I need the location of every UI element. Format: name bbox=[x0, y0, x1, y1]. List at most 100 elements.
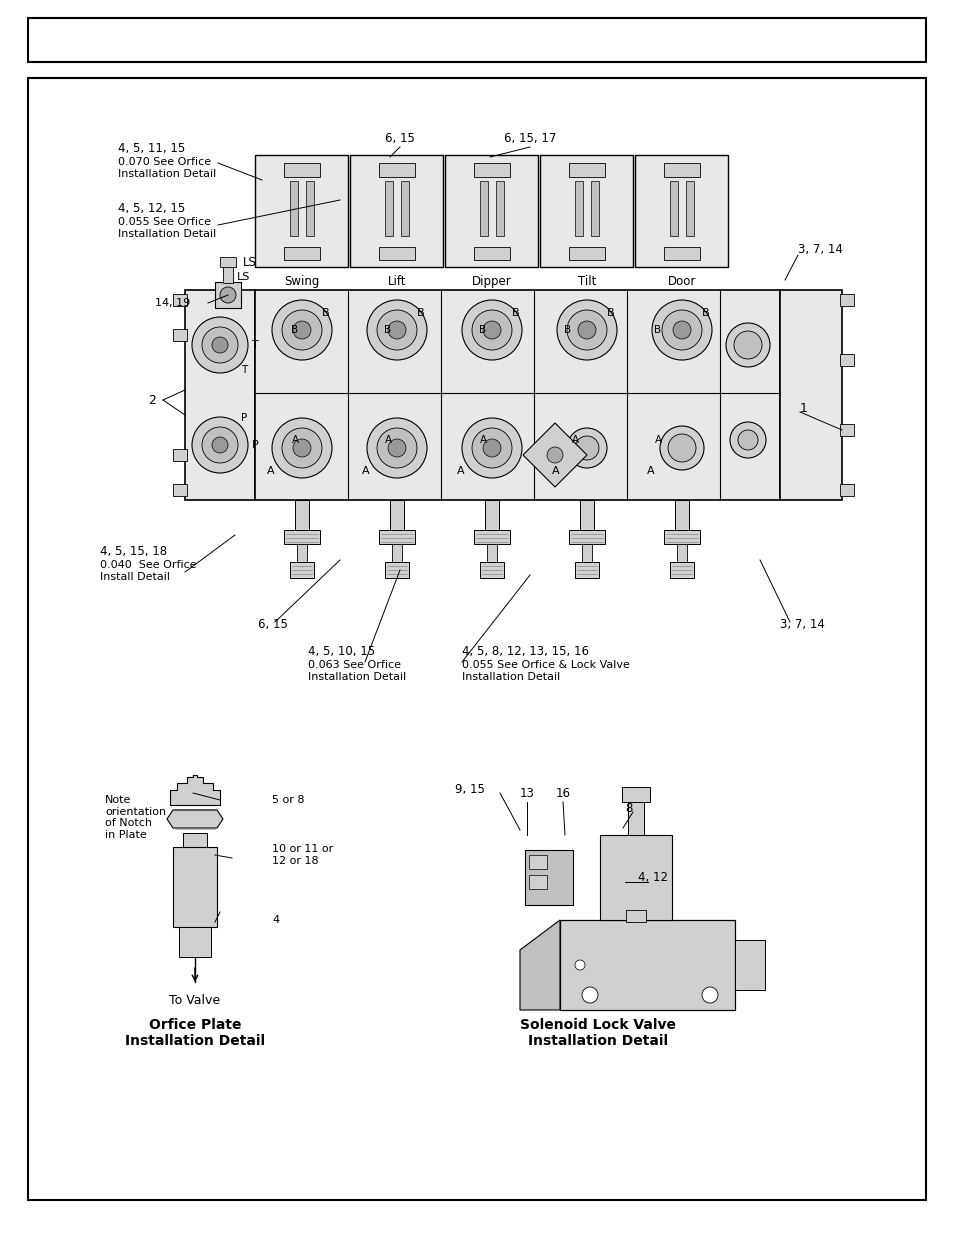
Circle shape bbox=[729, 422, 765, 458]
Circle shape bbox=[282, 429, 322, 468]
Text: A: A bbox=[552, 466, 559, 475]
Bar bbox=[214, 282, 241, 308]
Text: Door: Door bbox=[667, 275, 696, 288]
Circle shape bbox=[388, 321, 406, 338]
Text: 10 or 11 or
12 or 18: 10 or 11 or 12 or 18 bbox=[272, 845, 333, 866]
Bar bbox=[663, 163, 700, 177]
Text: B: B bbox=[564, 325, 571, 335]
Circle shape bbox=[566, 310, 606, 350]
Bar bbox=[524, 850, 573, 905]
Bar bbox=[599, 835, 671, 920]
Bar bbox=[621, 787, 649, 802]
Text: 6, 15: 6, 15 bbox=[385, 132, 415, 144]
Bar bbox=[474, 247, 510, 261]
Circle shape bbox=[220, 287, 235, 303]
Text: T: T bbox=[252, 340, 258, 350]
Bar bbox=[474, 163, 510, 177]
Text: 5 or 8: 5 or 8 bbox=[272, 795, 304, 805]
Text: LS: LS bbox=[243, 257, 256, 269]
Text: 4, 5, 10, 15: 4, 5, 10, 15 bbox=[308, 645, 375, 658]
Text: B: B bbox=[322, 308, 330, 317]
Circle shape bbox=[282, 310, 322, 350]
Bar bbox=[635, 156, 728, 267]
Bar bbox=[474, 530, 510, 543]
Text: Tilt: Tilt bbox=[578, 275, 596, 288]
Bar bbox=[400, 182, 409, 236]
Bar bbox=[669, 182, 678, 236]
Text: P: P bbox=[252, 440, 258, 450]
Bar bbox=[284, 530, 319, 543]
Text: 6, 15: 6, 15 bbox=[257, 618, 288, 631]
Polygon shape bbox=[167, 810, 223, 827]
Bar bbox=[390, 500, 403, 530]
Bar bbox=[840, 424, 853, 436]
Circle shape bbox=[212, 437, 228, 453]
Circle shape bbox=[212, 337, 228, 353]
Text: P: P bbox=[240, 412, 247, 424]
Text: 0.055 See Orfice
Installation Detail: 0.055 See Orfice Installation Detail bbox=[118, 217, 216, 238]
Bar bbox=[734, 940, 764, 990]
Text: A: A bbox=[479, 435, 486, 445]
Bar bbox=[840, 484, 853, 496]
Bar bbox=[590, 182, 598, 236]
Text: A: A bbox=[361, 466, 369, 475]
Circle shape bbox=[725, 324, 769, 367]
Circle shape bbox=[578, 321, 596, 338]
Text: 4, 12: 4, 12 bbox=[638, 872, 667, 884]
Bar bbox=[378, 530, 415, 543]
Bar bbox=[385, 562, 409, 578]
Bar bbox=[581, 543, 592, 562]
Text: 13: 13 bbox=[519, 787, 534, 800]
Bar bbox=[486, 543, 497, 562]
Bar bbox=[529, 876, 546, 889]
Bar bbox=[172, 329, 187, 341]
Text: Lift: Lift bbox=[387, 275, 406, 288]
Bar bbox=[183, 832, 207, 847]
Circle shape bbox=[672, 321, 690, 338]
Circle shape bbox=[575, 436, 598, 459]
Text: B: B bbox=[512, 308, 519, 317]
Bar bbox=[385, 182, 393, 236]
Bar bbox=[559, 920, 734, 1010]
Circle shape bbox=[566, 429, 606, 468]
Bar bbox=[172, 484, 187, 496]
Text: B: B bbox=[479, 325, 486, 335]
Bar bbox=[220, 257, 235, 267]
Circle shape bbox=[472, 310, 512, 350]
Bar bbox=[254, 290, 780, 500]
Text: B: B bbox=[291, 325, 298, 335]
Text: 4: 4 bbox=[272, 915, 279, 925]
Bar bbox=[529, 855, 546, 869]
Circle shape bbox=[482, 321, 500, 338]
Bar bbox=[172, 294, 187, 306]
Polygon shape bbox=[519, 920, 559, 1010]
Text: 3, 7, 14: 3, 7, 14 bbox=[797, 243, 842, 257]
Circle shape bbox=[293, 321, 311, 338]
Text: Note
orientation
of Notch
in Plate: Note orientation of Notch in Plate bbox=[105, 795, 166, 840]
Bar bbox=[378, 163, 415, 177]
Text: To Valve: To Valve bbox=[170, 993, 220, 1007]
Text: 9, 15: 9, 15 bbox=[455, 783, 484, 797]
Bar bbox=[663, 530, 700, 543]
Circle shape bbox=[661, 310, 701, 350]
Bar bbox=[496, 182, 503, 236]
Text: 0.055 See Orfice & Lock Valve
Installation Detail: 0.055 See Orfice & Lock Valve Installati… bbox=[461, 659, 629, 682]
Bar bbox=[675, 500, 688, 530]
Bar bbox=[484, 500, 498, 530]
Bar bbox=[172, 450, 187, 461]
Text: 4, 5, 15, 18: 4, 5, 15, 18 bbox=[100, 545, 167, 558]
Bar bbox=[840, 294, 853, 306]
Bar bbox=[479, 562, 503, 578]
Text: 0.040  See Orfice
Install Detail: 0.040 See Orfice Install Detail bbox=[100, 559, 196, 582]
Bar bbox=[663, 247, 700, 261]
Text: A: A bbox=[291, 435, 298, 445]
Circle shape bbox=[461, 417, 521, 478]
Bar bbox=[284, 163, 319, 177]
Circle shape bbox=[733, 331, 761, 359]
Bar bbox=[575, 182, 582, 236]
Bar bbox=[685, 182, 693, 236]
Text: T: T bbox=[240, 366, 247, 375]
Bar bbox=[579, 500, 594, 530]
Circle shape bbox=[376, 310, 416, 350]
Polygon shape bbox=[522, 424, 586, 487]
